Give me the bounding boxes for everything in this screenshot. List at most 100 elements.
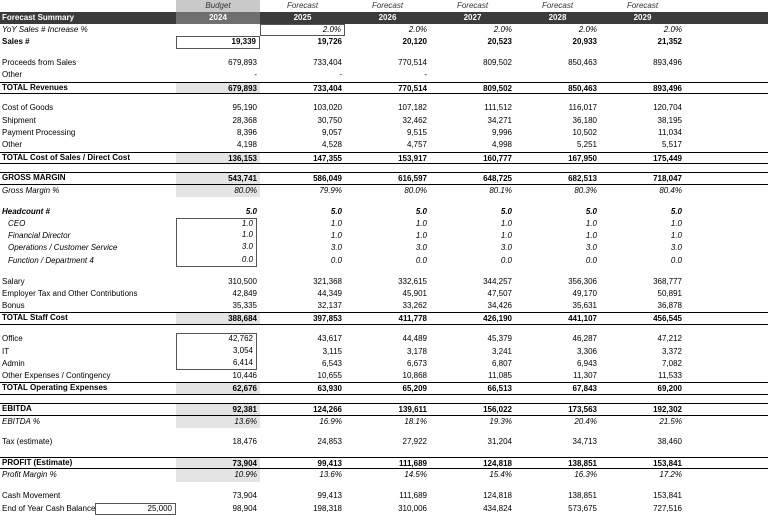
value-cell[interactable]: 9,515 <box>406 128 427 138</box>
value-cell[interactable]: 153,841 <box>653 491 682 501</box>
input-cell[interactable]: 3.0 <box>176 242 257 255</box>
value-cell[interactable]: 586,049 <box>313 174 342 184</box>
value-cell[interactable]: 80.4% <box>659 185 682 195</box>
value-cell[interactable]: 3.0 <box>670 243 682 253</box>
value-cell[interactable]: 3,372 <box>661 346 682 356</box>
header-cell[interactable]: Forecast <box>286 1 319 10</box>
value-cell[interactable]: 18,476 <box>232 437 257 447</box>
value-cell[interactable]: 92,381 <box>176 404 260 415</box>
value-cell[interactable]: 3,306 <box>576 346 597 356</box>
value-cell[interactable]: 850,463 <box>568 83 597 93</box>
value-cell[interactable]: 2.0% <box>260 24 345 37</box>
value-cell[interactable]: 0.0 <box>330 255 342 265</box>
value-cell[interactable]: 9,057 <box>321 128 342 138</box>
value-cell[interactable]: 34,271 <box>487 115 512 125</box>
value-cell[interactable]: 648,725 <box>483 174 512 184</box>
value-cell[interactable]: 63,930 <box>317 384 342 394</box>
header-cell[interactable]: Forecast <box>456 1 489 10</box>
value-cell[interactable]: 679,893 <box>176 82 260 93</box>
value-cell[interactable]: 5.0 <box>415 206 427 216</box>
opening-cash-input[interactable]: 25,000 <box>95 502 176 515</box>
value-cell[interactable]: 573,675 <box>568 503 597 513</box>
value-cell[interactable]: 397,853 <box>313 314 342 324</box>
value-cell[interactable]: 5.0 <box>670 206 682 216</box>
value-cell[interactable]: 103,020 <box>313 103 342 113</box>
value-cell[interactable]: 5,251 <box>576 140 597 150</box>
value-cell[interactable]: 5.0 <box>585 206 597 216</box>
value-cell[interactable]: 32,137 <box>317 301 342 311</box>
value-cell[interactable]: 6,543 <box>321 358 342 368</box>
value-cell[interactable]: 156,022 <box>483 405 512 415</box>
value-cell[interactable]: 11,533 <box>658 371 682 381</box>
value-cell[interactable]: 95,190 <box>232 103 257 113</box>
value-cell[interactable]: 124,818 <box>483 491 512 501</box>
header-cell[interactable]: 2026 <box>378 13 397 22</box>
value-cell[interactable]: 44,349 <box>317 288 342 298</box>
value-cell[interactable]: 15.4% <box>489 470 512 480</box>
value-cell[interactable]: 33,262 <box>402 301 427 311</box>
value-cell[interactable] <box>176 24 260 36</box>
value-cell[interactable]: 426,190 <box>483 314 512 324</box>
value-cell[interactable]: 9,996 <box>491 128 512 138</box>
value-cell[interactable]: 2.0% <box>493 25 512 34</box>
value-cell[interactable]: 1.0 <box>670 218 682 228</box>
value-cell[interactable]: 153,917 <box>398 153 427 163</box>
value-cell[interactable]: 3,054 <box>176 345 260 358</box>
header-cell[interactable]: Budget <box>176 0 260 12</box>
value-cell[interactable]: 24,853 <box>317 437 342 447</box>
growth-input[interactable]: 2.0% <box>260 24 345 37</box>
value-cell[interactable]: 1.0 <box>330 218 342 228</box>
value-cell[interactable]: 136,153 <box>176 152 260 163</box>
header-cell[interactable]: 2025 <box>293 13 312 22</box>
value-cell[interactable]: 310,500 <box>228 276 257 286</box>
value-cell[interactable]: 5.0 <box>500 206 512 216</box>
value-cell[interactable]: 47,212 <box>657 334 682 344</box>
value-cell[interactable]: 49,170 <box>572 288 597 298</box>
value-cell[interactable]: 21.5% <box>659 416 682 426</box>
value-cell[interactable]: 116,017 <box>568 103 597 113</box>
value-cell[interactable]: 50,891 <box>657 288 682 298</box>
value-cell[interactable]: 10.9% <box>176 469 260 482</box>
value-cell[interactable]: 332,615 <box>398 276 427 286</box>
value-cell[interactable]: 107,182 <box>398 103 427 113</box>
value-cell[interactable]: 388,684 <box>176 313 260 324</box>
value-cell[interactable]: 3.0 <box>415 243 427 253</box>
value-cell[interactable]: 718,047 <box>653 174 682 184</box>
input-cell[interactable]: 3,054 <box>176 345 257 358</box>
value-cell[interactable]: 38,460 <box>657 437 682 447</box>
value-cell[interactable]: 38,195 <box>657 115 682 125</box>
value-cell[interactable]: 13.6% <box>176 415 260 428</box>
value-cell[interactable]: 1.0 <box>585 231 597 241</box>
value-cell[interactable]: - <box>254 70 257 80</box>
value-cell[interactable]: 0.0 <box>415 255 427 265</box>
value-cell[interactable]: 73,904 <box>232 491 257 501</box>
value-cell[interactable]: 19,339 <box>176 36 260 49</box>
value-cell[interactable]: 32,462 <box>402 115 427 125</box>
value-cell[interactable]: 1.0 <box>670 231 682 241</box>
value-cell[interactable]: 733,404 <box>313 58 342 68</box>
value-cell[interactable]: 6,414 <box>176 357 260 371</box>
value-cell[interactable]: - <box>424 70 427 80</box>
value-cell[interactable]: 809,502 <box>483 58 512 68</box>
value-cell[interactable] <box>515 69 600 81</box>
value-cell[interactable]: 111,689 <box>398 459 427 469</box>
value-cell[interactable]: 28,368 <box>232 115 257 125</box>
value-cell[interactable]: 11,085 <box>488 371 512 381</box>
value-cell[interactable]: 44,489 <box>402 334 427 344</box>
value-cell[interactable]: 850,463 <box>568 58 597 68</box>
value-cell[interactable]: 6,943 <box>576 358 597 368</box>
value-cell[interactable]: 682,513 <box>568 174 597 184</box>
header-cell[interactable]: Forecast <box>371 1 404 10</box>
value-cell[interactable]: 310,006 <box>398 503 427 513</box>
value-cell[interactable]: 20,523 <box>487 37 512 47</box>
value-cell[interactable]: 770,514 <box>398 83 427 93</box>
value-cell[interactable]: 35,335 <box>232 301 257 311</box>
value-cell[interactable]: 35,631 <box>572 301 597 311</box>
value-cell[interactable]: 42,762 <box>176 333 260 346</box>
value-cell[interactable]: 3.0 <box>330 243 342 253</box>
value-cell[interactable] <box>600 69 685 81</box>
value-cell[interactable]: 111,512 <box>484 103 512 113</box>
value-cell[interactable]: 3,178 <box>406 346 427 356</box>
value-cell[interactable]: 441,107 <box>568 314 597 324</box>
value-cell[interactable]: 1.0 <box>415 218 427 228</box>
